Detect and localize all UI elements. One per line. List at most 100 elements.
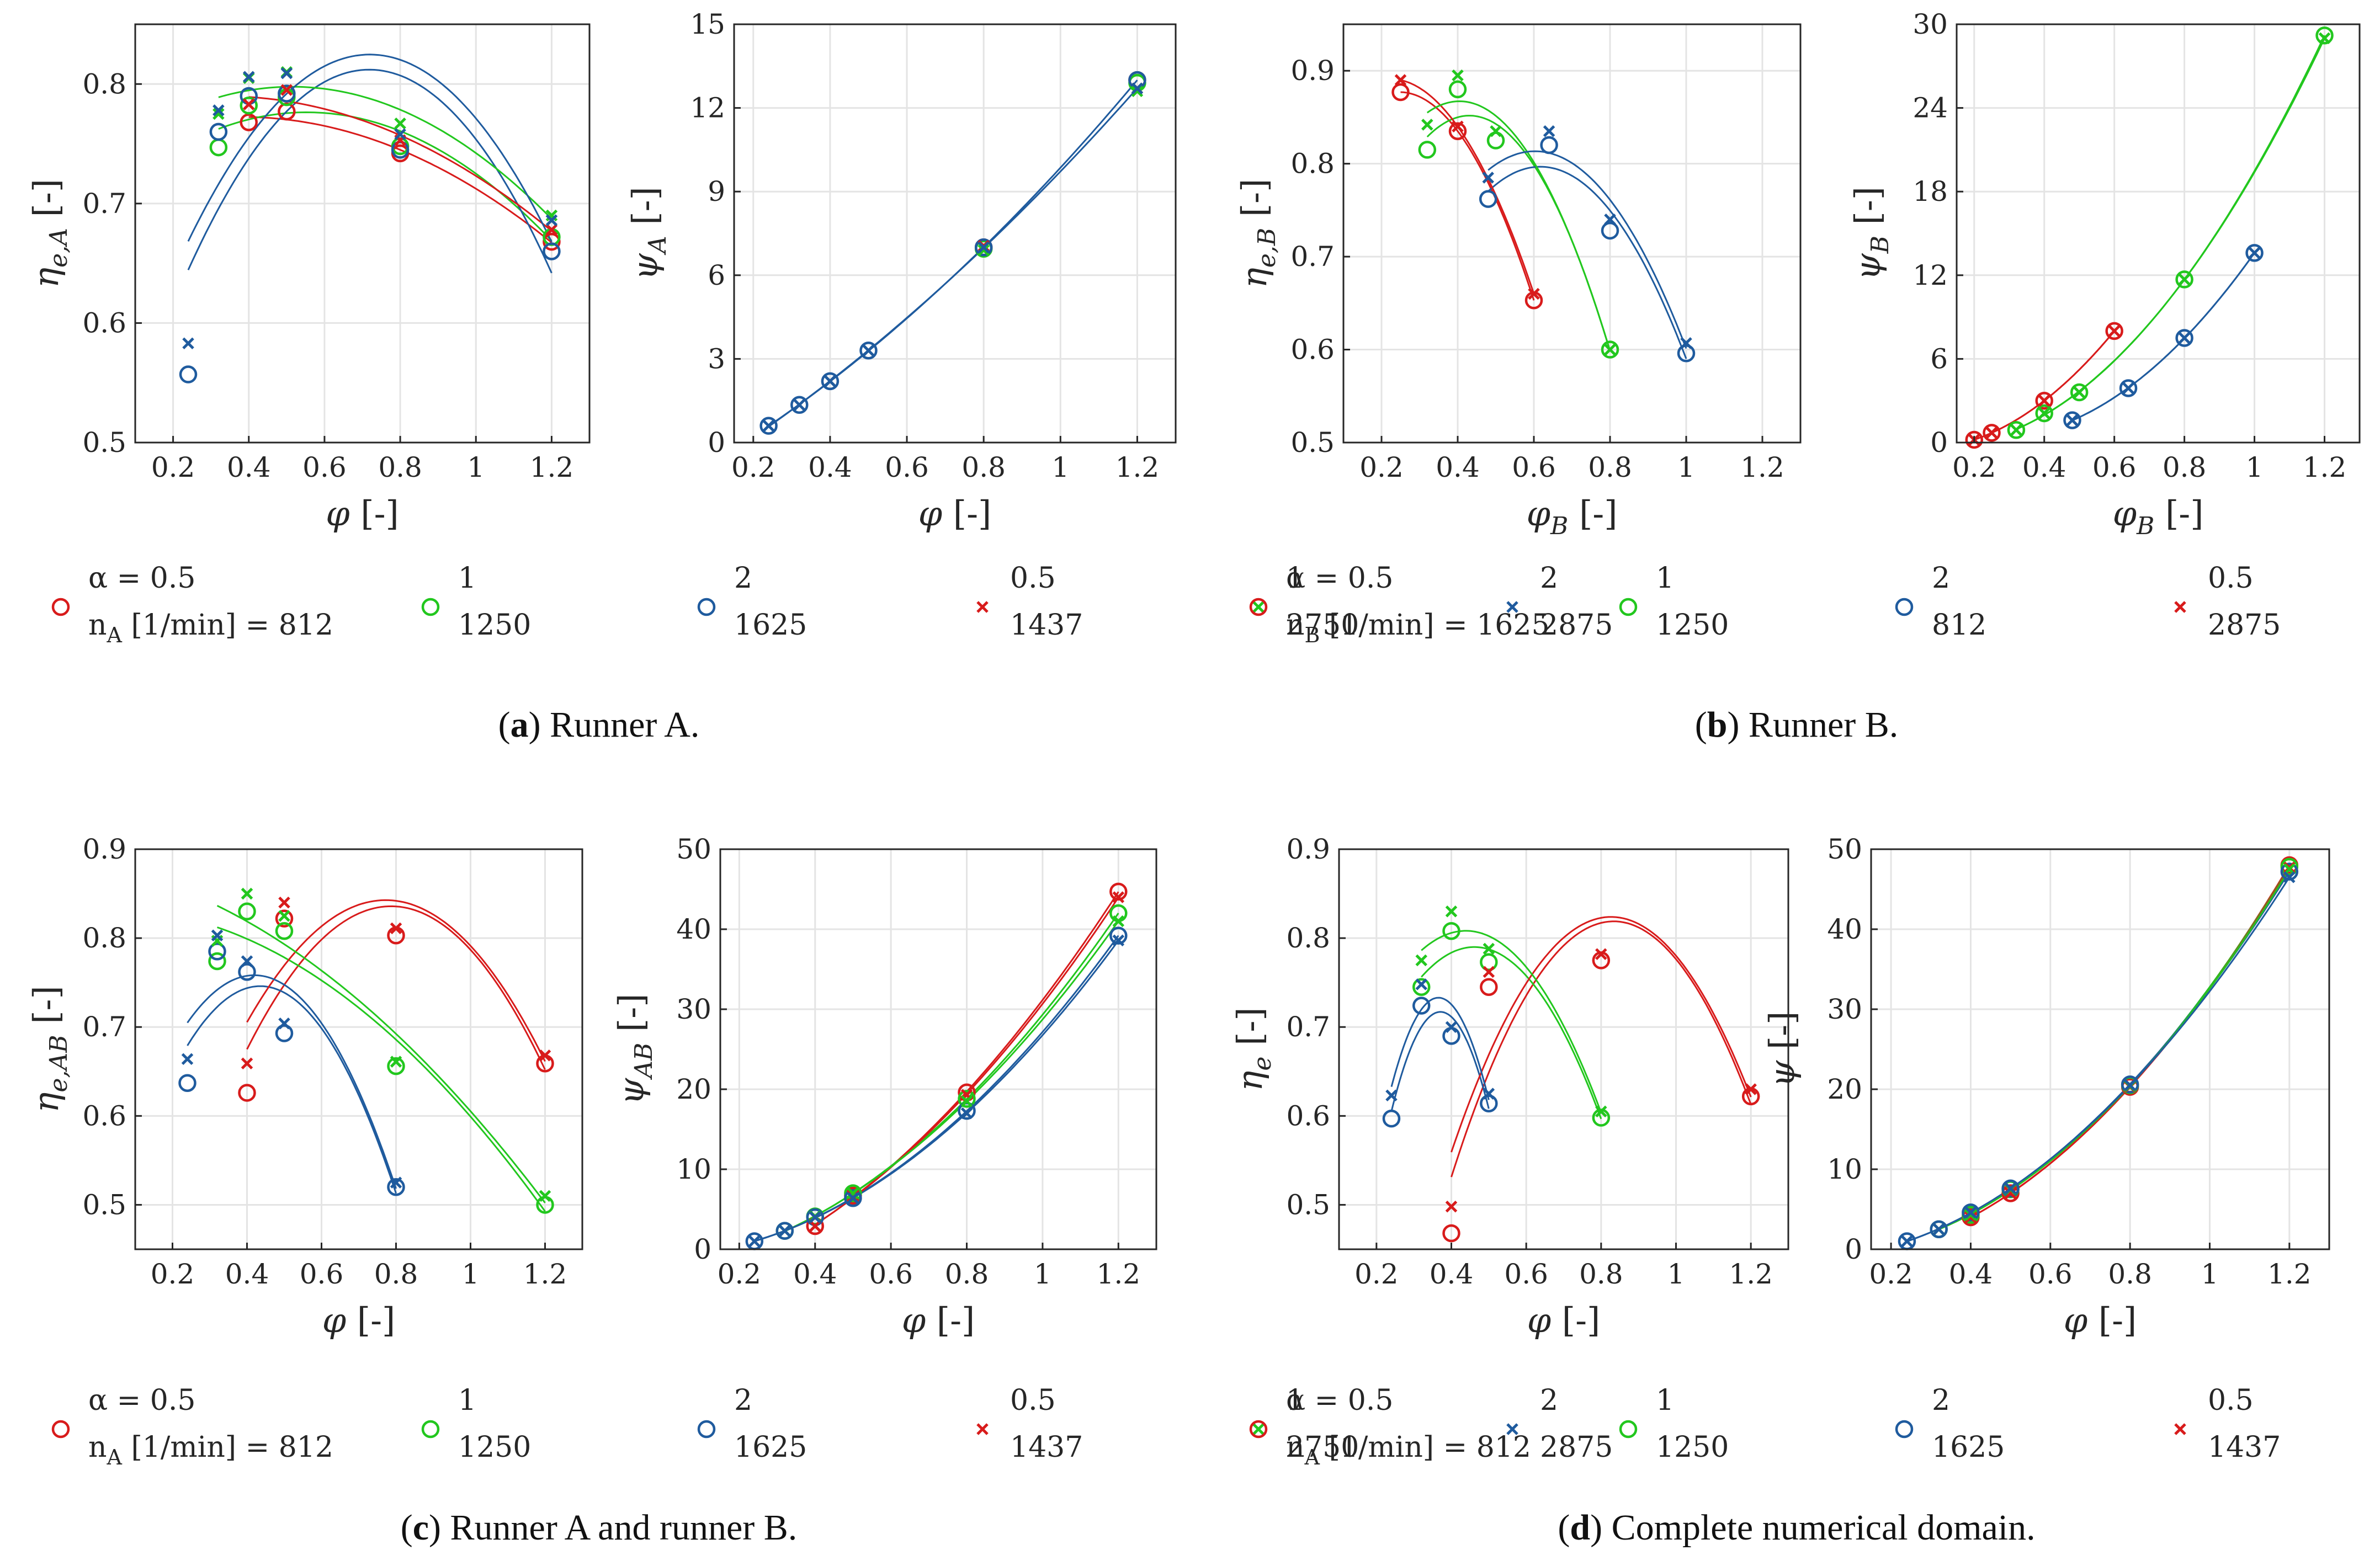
axes-frame	[134, 23, 591, 444]
data-point-cross	[1745, 1083, 1757, 1095]
data-point-cross	[1445, 1200, 1458, 1213]
data-point-cross	[1483, 1088, 1495, 1100]
caption-text: Runner A and runner B.	[441, 1508, 797, 1548]
data-point-cross	[241, 1057, 253, 1070]
legend-speed-value: 1437	[2208, 1431, 2281, 1464]
series-line	[187, 54, 552, 243]
legend-alpha-value: 2	[734, 562, 752, 595]
y-axis-label: ψA [-]	[625, 187, 672, 280]
legend-marker-circle	[51, 598, 70, 616]
caption-paren-open: (	[498, 705, 511, 745]
y-axis-unit: [-]	[1234, 179, 1274, 228]
axes-frame	[1956, 23, 2361, 444]
legend-speed-value: 1437	[1010, 1431, 1083, 1464]
legend-alpha-value: 1	[458, 562, 476, 595]
data-point-circle	[208, 942, 226, 961]
data-point-cross	[2073, 386, 2085, 398]
x-tick-label: 0.8	[945, 1258, 989, 1290]
data-point-circle	[2105, 322, 2123, 340]
data-point-cross	[2283, 871, 2296, 883]
y-axis-label: ψ [-]	[1762, 1011, 1802, 1088]
data-point-cross	[779, 1224, 791, 1237]
legend-speed-value: 2875	[1540, 609, 1613, 642]
caption-letter: a	[511, 705, 529, 745]
x-axis-unit: [-]	[942, 493, 991, 534]
data-point-circle	[1540, 136, 1558, 155]
legend-n-unit: [1/min] = 812	[122, 1431, 333, 1464]
data-point-circle	[1382, 1109, 1401, 1128]
x-tick-label: 1	[1051, 451, 1069, 483]
caption-paren-open: (	[1558, 1508, 1570, 1548]
x-tick-label: 0.2	[718, 1258, 762, 1290]
data-point-cross	[1604, 213, 1616, 226]
x-axis-symbol: φ	[1527, 493, 1551, 534]
x-axis-subscript: B	[1550, 512, 1568, 540]
data-point-circle	[1448, 80, 1467, 99]
x-tick-label: 1	[1677, 451, 1695, 483]
data-point-circle	[844, 1184, 862, 1202]
data-point-cross	[2178, 273, 2191, 286]
data-point-cross	[1680, 337, 1692, 349]
x-axis-symbol: φ	[2064, 1300, 2088, 1340]
y-tick-label: 6	[1930, 343, 1948, 375]
legend-speed-value: 1625	[1932, 1431, 2005, 1464]
data-point-cross	[280, 67, 293, 79]
data-point-cross	[545, 214, 558, 226]
plot-area	[1339, 849, 1788, 1249]
data-point-circle	[1412, 978, 1431, 996]
series-line	[1451, 920, 1752, 1178]
y-axis-symbol: ψ	[1762, 1059, 1802, 1087]
data-point-cross	[2038, 407, 2050, 419]
series-line	[2071, 252, 2255, 422]
x-axis-unit: [-]	[926, 1300, 975, 1340]
y-tick-label: 0.6	[1286, 1100, 1330, 1132]
x-axis-symbol: φ	[2113, 493, 2137, 534]
y-tick-label: 20	[676, 1073, 711, 1105]
y-tick-label: 18	[1912, 175, 1948, 207]
data-point-cross	[1901, 1235, 1913, 1248]
y-tick-label: 0.9	[1286, 833, 1330, 865]
data-point-cross	[1452, 69, 1464, 82]
legend-speed-header: nA [1/min] = 812	[88, 1431, 333, 1469]
legend-alpha-value: 1	[458, 1384, 476, 1417]
data-point-circle	[821, 372, 840, 391]
x-tick-label: 0.6	[1512, 451, 1556, 483]
x-tick-label: 1.2	[1740, 451, 1784, 483]
y-tick-label: 20	[1827, 1073, 1862, 1105]
data-point-cross	[390, 922, 402, 935]
y-tick-label: 30	[1827, 993, 1862, 1025]
caption-paren-close: )	[429, 1508, 441, 1548]
caption-paren-open: (	[1695, 705, 1707, 745]
data-point-cross	[1445, 905, 1458, 918]
y-axis-subscript: e,AB	[45, 1035, 73, 1092]
data-point-cross	[793, 399, 806, 411]
y-tick-label: 50	[1827, 833, 1862, 865]
data-point-circle	[775, 1222, 794, 1240]
legend-alpha-value: 1	[1656, 562, 1674, 595]
data-point-cross	[394, 128, 406, 141]
data-point-cross	[2004, 1183, 2017, 1195]
x-axis-symbol: φ	[1527, 1300, 1552, 1340]
legend-n-sub: A	[107, 1445, 123, 1469]
y-tick-label: 0	[708, 427, 725, 459]
y-axis-label: ηe,AB [-]	[26, 986, 73, 1112]
x-axis-label: φB [-]	[2113, 493, 2204, 540]
y-axis-symbol: ψ	[611, 1077, 651, 1105]
series-line	[1451, 916, 1752, 1153]
chart-d-eff: 0.2 0.4 0.6 0.8 1 1.20.50.60.70.80.9φ [-]ηe […	[1230, 833, 1789, 1340]
caption-text: Runner A.	[541, 705, 700, 745]
x-tick-label: 0.4	[225, 1258, 269, 1290]
x-axis-unit: [-]	[1551, 1300, 1600, 1340]
x-axis-unit: [-]	[1568, 493, 1617, 534]
x-tick-label: 0.6	[1504, 1258, 1548, 1290]
y-axis-unit: [-]	[26, 179, 66, 228]
y-tick-label: 0.9	[1290, 55, 1335, 87]
x-tick-label: 0.4	[1949, 1258, 1993, 1290]
x-tick-label: 0.2	[1354, 1258, 1399, 1290]
x-axis-symbol: φ	[326, 493, 350, 534]
data-point-circle	[178, 1074, 196, 1092]
x-tick-label: 1	[462, 1258, 480, 1290]
data-point-circle	[759, 417, 778, 435]
data-point-circle	[1109, 882, 1128, 901]
